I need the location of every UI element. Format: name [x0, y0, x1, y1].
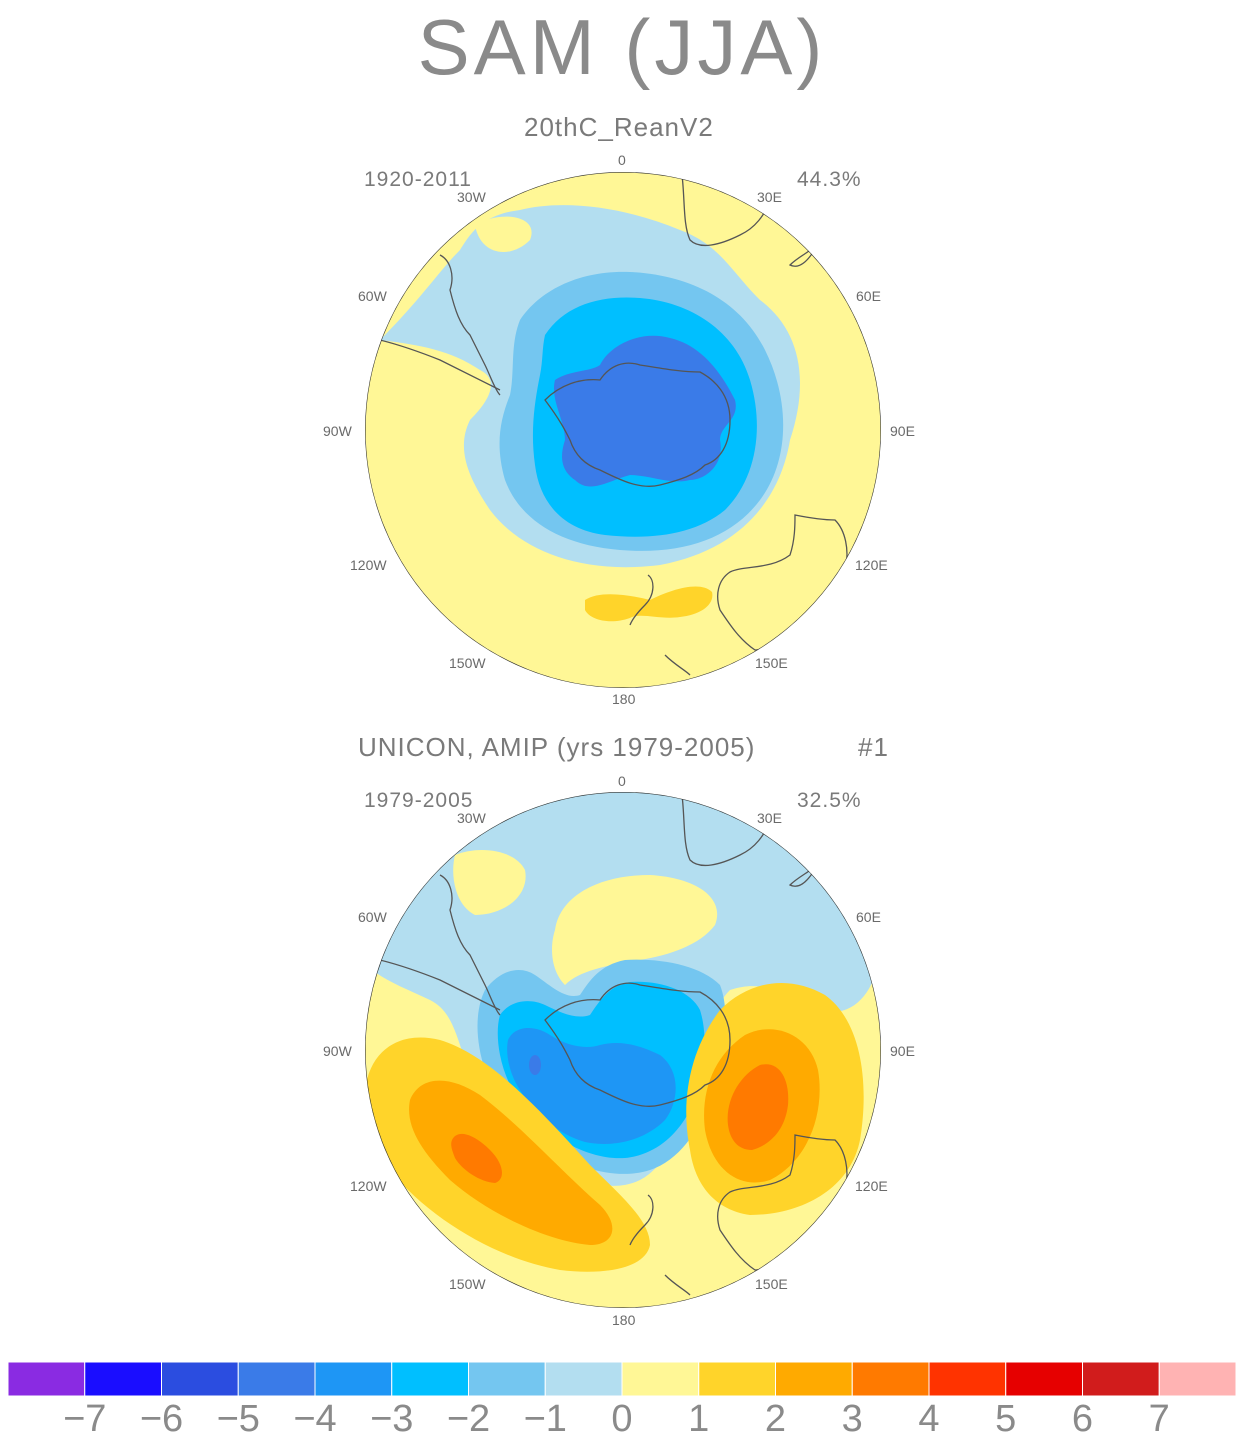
colorbar-tick-label: 7 — [1148, 1398, 1170, 1440]
colorbar-tick-label: −2 — [446, 1398, 491, 1440]
colorbar-tick-label: −3 — [370, 1398, 414, 1440]
colorbar-swatch — [544, 1361, 623, 1397]
colorbar-swatch — [1158, 1361, 1237, 1397]
colorbar-tick-label: 4 — [918, 1398, 940, 1440]
colorbar-tick-label: −4 — [293, 1398, 337, 1440]
figure-title: SAM (JJA) — [417, 3, 827, 91]
colorbar-swatch — [1082, 1361, 1160, 1397]
contour-plus1 — [585, 586, 713, 622]
colorbar-tick-label: 5 — [995, 1398, 1017, 1440]
lon-label-60w: 60W — [358, 288, 387, 304]
map-panel-1 — [365, 172, 881, 688]
lon-label-150e: 150E — [755, 1276, 788, 1292]
lon-label-0: 0 — [618, 152, 626, 168]
colorbar-swatch — [161, 1361, 239, 1397]
map-panel-2 — [365, 792, 881, 1308]
lon-label-150w: 150W — [449, 1276, 486, 1292]
lon-label-30w: 30W — [457, 810, 486, 826]
colorbar-swatch — [1005, 1361, 1083, 1397]
lon-label-60e: 60E — [856, 909, 881, 925]
panel2-variance: 32.5% — [797, 789, 862, 812]
lon-label-90e: 90E — [890, 1043, 915, 1059]
lon-label-30e: 30E — [757, 810, 782, 826]
lon-label-90w: 90W — [323, 1043, 352, 1059]
contour-minus4 — [553, 335, 736, 487]
colorbar-tick-label: 0 — [611, 1398, 633, 1440]
lon-label-180: 180 — [612, 691, 636, 707]
lon-label-90w: 90W — [323, 423, 352, 439]
lon-label-60e: 60E — [856, 288, 881, 304]
lon-label-120w: 120W — [350, 1178, 387, 1194]
lon-label-30e: 30E — [757, 189, 782, 205]
colorbar-swatch — [7, 1361, 86, 1397]
lon-label-150e: 150E — [755, 655, 788, 671]
colorbar-swatch — [391, 1361, 469, 1397]
colorbar-swatch — [928, 1361, 1007, 1397]
colorbar-tick-label: −6 — [139, 1398, 184, 1440]
colorbar-tick-label: −5 — [216, 1398, 260, 1440]
colorbar-tick-label: −7 — [63, 1398, 107, 1440]
lon-label-0: 0 — [618, 773, 626, 789]
panel2-number: #1 — [858, 732, 889, 762]
panel1-subtitle: 20thC_ReanV2 — [524, 112, 714, 142]
colorbar — [7, 1361, 1237, 1397]
colorbar-tick-label: 6 — [1071, 1398, 1094, 1440]
panel2-period: 1979-2005 — [364, 789, 474, 812]
colorbar-swatch — [468, 1361, 546, 1397]
colorbar-tick-label: −1 — [523, 1398, 567, 1440]
colorbar-swatch — [698, 1361, 776, 1397]
colorbar-swatch — [621, 1361, 700, 1397]
colorbar-swatch — [84, 1361, 162, 1397]
panel2-subtitle: UNICON, AMIP (yrs 1979-2005) — [358, 732, 756, 762]
colorbar-swatch — [237, 1361, 316, 1397]
lon-label-150w: 150W — [449, 655, 486, 671]
lon-label-30w: 30W — [457, 189, 486, 205]
lon-label-120e: 120E — [855, 1178, 888, 1194]
panel1-variance: 44.3% — [797, 168, 862, 191]
contour-plus3-left — [451, 1133, 502, 1183]
colorbar-swatch — [314, 1361, 393, 1397]
colorbar-tick-label: 3 — [841, 1398, 863, 1440]
contour-plus2-left — [409, 1080, 613, 1245]
colorbar-tick-label: 1 — [688, 1398, 710, 1440]
panel1-period: 1920-2011 — [364, 168, 472, 191]
contour-plus3-right — [727, 1064, 789, 1150]
colorbar-tick-label: 2 — [764, 1398, 787, 1440]
coastlines-1 — [379, 174, 848, 676]
colorbar-swatch — [851, 1361, 930, 1397]
lon-label-60w: 60W — [358, 909, 387, 925]
lon-label-180: 180 — [612, 1312, 636, 1328]
lon-label-90e: 90E — [890, 423, 915, 439]
lon-label-120w: 120W — [350, 557, 387, 573]
colorbar-swatch — [775, 1361, 853, 1397]
lon-label-120e: 120E — [855, 557, 888, 573]
